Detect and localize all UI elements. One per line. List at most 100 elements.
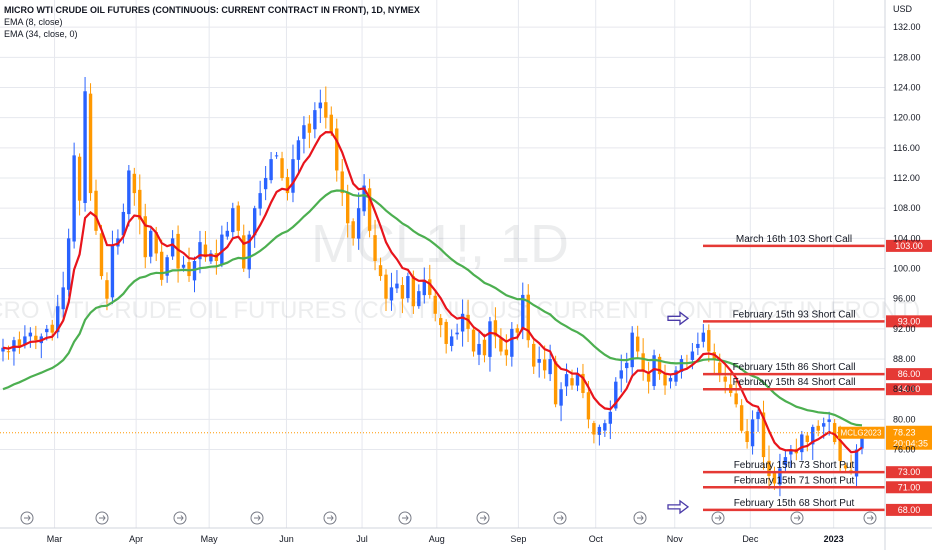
candle-body: [132, 173, 137, 194]
candle-body: [559, 389, 563, 406]
candle-body: [345, 193, 350, 224]
level-label: March 16th 103 Short Call: [736, 234, 852, 245]
candle-body: [203, 244, 208, 258]
candle-body: [816, 425, 820, 431]
x-tick-label: Sep: [510, 534, 526, 544]
candle-body: [285, 177, 290, 194]
symbol-tag: [838, 426, 885, 439]
candle-body: [444, 321, 448, 344]
candle-body: [542, 359, 547, 371]
candle-body: [690, 351, 695, 360]
candle-body: [767, 460, 771, 476]
level-label: February 15th 73 Short Put: [734, 460, 855, 471]
candle-body: [466, 314, 470, 329]
candle-body: [198, 242, 202, 260]
y-tick-label: 88.00: [893, 354, 916, 364]
candle-body: [625, 362, 629, 369]
candle-body: [515, 328, 520, 333]
candle-body: [149, 230, 153, 257]
chart-title: MICRO WTI CRUDE OIL FUTURES (CONTINUOUS:…: [4, 5, 420, 15]
x-tick-label: 2023: [824, 534, 844, 544]
candle-body: [707, 330, 711, 352]
level-price-tag: [886, 503, 932, 516]
candle-body: [778, 468, 782, 485]
event-arrow-icon: [24, 515, 31, 521]
watermark-description: MICRO WTI CRUDE OIL FUTURES (CONTINUOUS:…: [0, 297, 920, 324]
candle-body: [800, 434, 804, 453]
candle-body: [395, 283, 399, 289]
y-tick-label: 108.00: [893, 203, 921, 213]
candle-body: [318, 102, 323, 109]
candle-body: [504, 349, 509, 356]
candle-body: [165, 257, 169, 276]
candle-body: [701, 332, 706, 342]
event-arrow-icon: [480, 515, 487, 521]
candle-body: [269, 159, 273, 181]
candle-body: [176, 233, 180, 269]
level-label: February 15th 86 Short Call: [733, 362, 856, 373]
y-tick-label: 124.00: [893, 82, 921, 92]
candle-body: [553, 361, 558, 405]
candle-body: [460, 313, 465, 332]
event-markers[interactable]: [20, 511, 877, 525]
candle-body: [739, 405, 744, 431]
candle-body: [329, 114, 333, 133]
y-tick-label: 84.00: [893, 384, 916, 394]
candle-body: [608, 411, 613, 424]
candle-body: [127, 170, 131, 215]
candle-body: [296, 140, 301, 160]
symbol-tag-text: MCLG2023: [841, 429, 882, 438]
x-tick-label: Jul: [356, 534, 368, 544]
candle-body: [138, 189, 142, 220]
level-price-text: 73.00: [898, 467, 921, 477]
candle-body: [663, 374, 667, 386]
ema34-line: [2, 189, 863, 427]
candle-body: [674, 370, 678, 382]
candle-body: [449, 336, 454, 346]
option-levels: March 16th 103 Short Call 103.00 February …: [667, 234, 932, 516]
candle-body: [187, 262, 191, 277]
grid: [0, 0, 885, 528]
x-tick-label: Aug: [429, 534, 445, 544]
candle-body: [745, 431, 749, 443]
candle-body: [356, 208, 361, 239]
candle-body: [521, 294, 525, 330]
arrow-right-icon: [667, 311, 690, 326]
price-tag-countdown: 20:04:35: [893, 439, 928, 449]
candle-body: [668, 377, 673, 382]
level-price-text: 71.00: [898, 482, 921, 492]
currency-label: USD: [893, 4, 913, 14]
level-price-text: 84.00: [898, 384, 921, 394]
candle-body: [28, 332, 33, 337]
candle-body: [477, 343, 481, 355]
candle-body: [307, 123, 312, 133]
y-tick-label: 100.00: [893, 264, 921, 274]
level-price-tag: [886, 466, 932, 479]
candle-body: [822, 423, 826, 427]
candle-body: [143, 216, 147, 258]
candle-body: [575, 374, 580, 386]
candle-body: [783, 457, 788, 466]
candle-body: [488, 321, 492, 357]
candle-body: [351, 221, 355, 239]
y-tick-label: 128.00: [893, 52, 921, 62]
candle-body: [121, 211, 126, 236]
candle-body: [88, 93, 93, 194]
candle-body: [750, 419, 755, 447]
candle-body: [761, 412, 766, 458]
candle-body: [581, 373, 585, 393]
event-arrow-icon: [637, 515, 644, 521]
event-arrow-icon: [867, 515, 874, 521]
candle-body: [537, 359, 541, 363]
level-price-tag: [886, 315, 932, 328]
ema8-line: [2, 130, 863, 454]
candle-body: [614, 381, 618, 409]
candle-body: [843, 465, 848, 469]
y-tick-label: 96.00: [893, 294, 916, 304]
candle-body: [313, 110, 317, 130]
candle-body: [23, 336, 27, 346]
y-tick-label: 76.00: [893, 445, 916, 455]
candle-body: [679, 359, 684, 372]
